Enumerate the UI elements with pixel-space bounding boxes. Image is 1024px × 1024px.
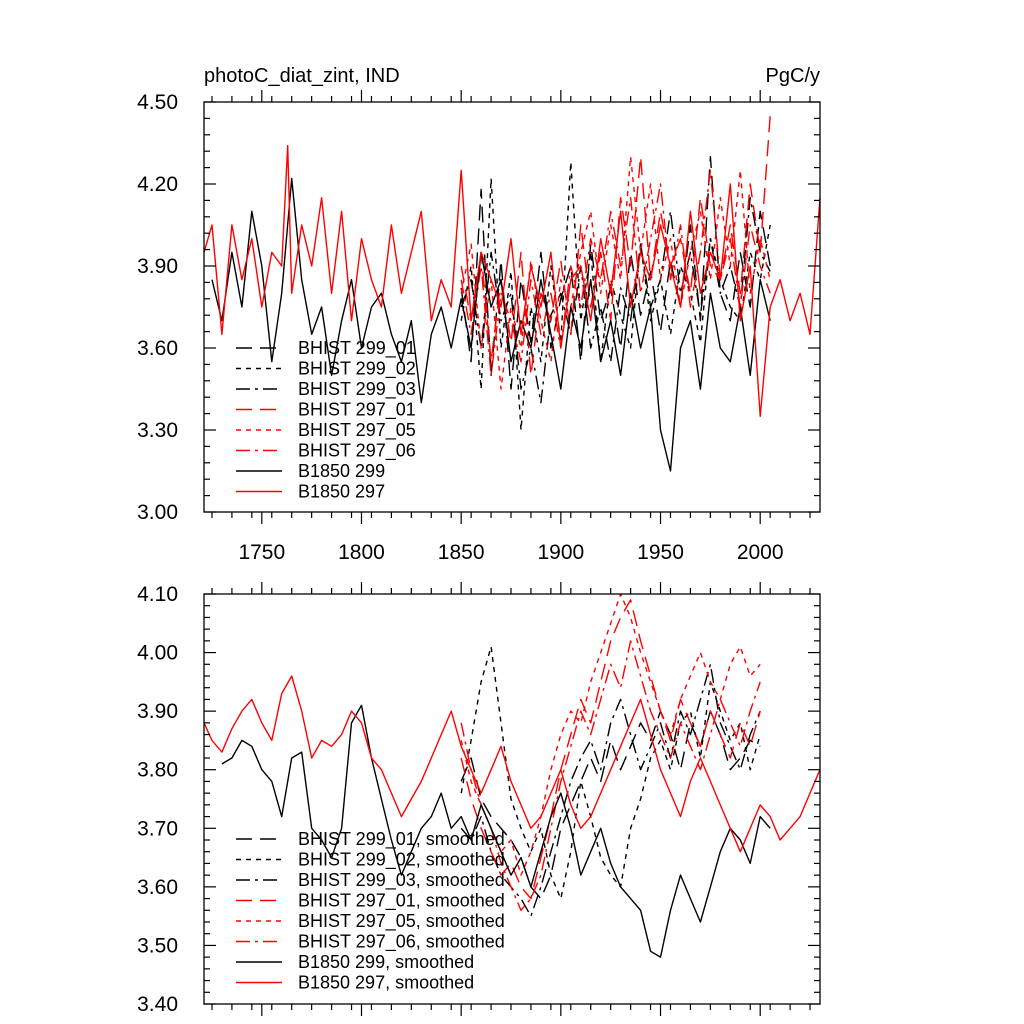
series-line-2 [460, 646, 761, 900]
x-tick-label: 1850 [438, 541, 485, 564]
legend-label-1: BHIST 299_01, smoothed [298, 829, 505, 850]
series-line-3 [460, 663, 761, 917]
legend-label-4: BHIST 297_01 [298, 400, 416, 421]
legend-label-2: BHIST 299_02 [298, 359, 416, 380]
series-line-7 [211, 177, 771, 472]
y-tick-label: 3.40 [137, 993, 178, 1016]
legend-label-6: BHIST 297_06 [298, 441, 416, 462]
y-tick-label: 3.00 [137, 501, 178, 524]
legend-label-3: BHIST 299_03, smoothed [298, 870, 505, 891]
y-tick-label: 3.50 [137, 934, 178, 957]
series-line-7 [221, 704, 771, 958]
legend-label-7: B1850 299, smoothed [298, 952, 474, 972]
legend-label-6: BHIST 297_06, smoothed [298, 932, 505, 953]
top-plot-panel: 3.00 3.30 3.60 3.90 4.20 4.50 1750 1800 1850 1900… [137, 90, 821, 564]
y-tick-label: 3.70 [137, 817, 178, 840]
y-tick-label: 4.00 [137, 642, 178, 665]
series-line-2 [460, 161, 771, 431]
series-line-1 [460, 155, 771, 390]
x-tick-label: 2000 [737, 541, 784, 564]
y-tick-label: 3.60 [137, 337, 178, 360]
y-tick-label: 3.60 [137, 876, 178, 899]
series-line-5 [460, 155, 771, 390]
legend-label-5: BHIST 297_05 [298, 420, 416, 441]
y-tick-label: 3.90 [137, 700, 178, 723]
legend-label-2: BHIST 299_02, smoothed [298, 850, 505, 871]
y-tick-label: 4.10 [137, 583, 178, 606]
y-tick-label: 4.20 [137, 173, 178, 196]
x-tick-label: 1900 [537, 541, 584, 564]
x-tick-label: 1950 [637, 541, 684, 564]
bottom-plot-panel: 3.40 3.50 3.60 3.70 3.80 3.90 4.00 4.10 BHIST 29… [137, 582, 821, 1016]
y-tick-label: 3.30 [137, 419, 178, 442]
legend-label-8: B1850 297 [298, 482, 385, 502]
plot-frame [203, 593, 821, 1005]
panel-title-left: photoC_diat_zint, IND [204, 65, 400, 87]
legend-label-8: B1850 297, smoothed [298, 973, 474, 993]
series-line-8 [203, 144, 821, 417]
series-line-5 [460, 593, 761, 876]
series-line-6 [460, 169, 771, 376]
y-tick-label: 3.90 [137, 255, 178, 278]
legend-label-7: B1850 299 [298, 461, 385, 481]
series-line-4 [460, 599, 761, 900]
legend-label-5: BHIST 297_05, smoothed [298, 911, 505, 932]
x-tick-label: 1750 [238, 541, 285, 564]
legend-label-4: BHIST 297_01, smoothed [298, 891, 505, 912]
legend-label-1: BHIST 299_01 [298, 338, 416, 359]
panel-title-right: PgC/y [766, 65, 820, 87]
x-tick-label: 1800 [338, 541, 385, 564]
plot-frame [203, 101, 821, 513]
y-tick-label: 4.50 [137, 91, 178, 114]
legend-label-3: BHIST 299_03 [298, 379, 416, 400]
series-line-6 [460, 640, 761, 911]
y-tick-label: 3.80 [137, 759, 178, 782]
series-line-3 [460, 196, 771, 404]
series-line-8 [203, 675, 821, 853]
